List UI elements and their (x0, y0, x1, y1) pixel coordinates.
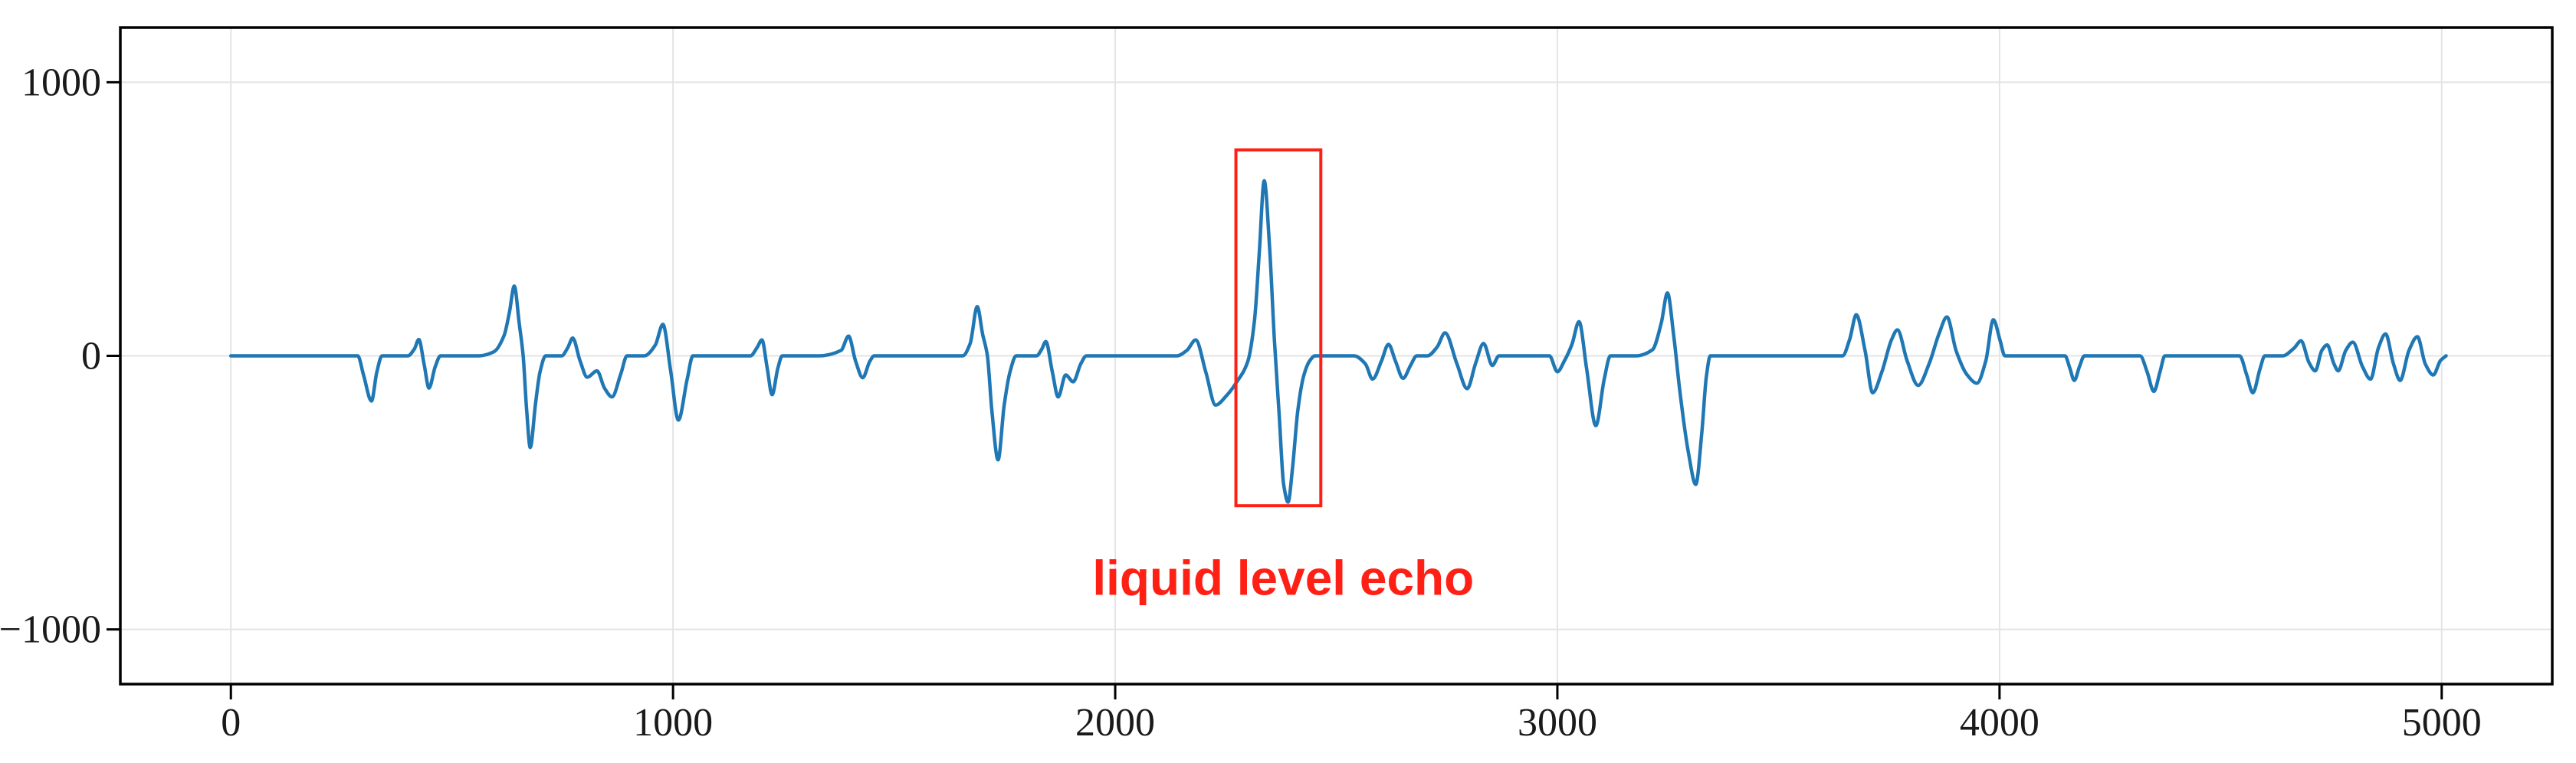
x-tick-label: 5000 (2402, 701, 2482, 745)
x-tick-labels: 0 1000 2000 3000 4000 5000 (221, 701, 2482, 745)
y-tick-label: 1000 (21, 61, 101, 104)
x-tick-label: 2000 (1075, 701, 1155, 745)
gridlines (120, 28, 2552, 684)
axes: 0 1000 2000 3000 4000 5000 −1000 0 1000 (0, 26, 2554, 745)
annotation-box (1234, 148, 1323, 508)
signal-line (228, 178, 2448, 504)
x-tick-label: 3000 (1518, 701, 1597, 745)
y-tick-label: −1000 (0, 608, 101, 652)
x-tick-label: 1000 (633, 701, 713, 745)
annotation-layer: liquid level echo (1092, 148, 1474, 606)
x-tick-label: 0 (221, 701, 241, 745)
y-tick-label: 0 (81, 335, 101, 378)
tick-marks (107, 80, 2443, 699)
x-tick-label: 4000 (1960, 701, 2039, 745)
y-tick-labels: −1000 0 1000 (0, 61, 101, 651)
annotation-label: liquid level echo (1092, 551, 1474, 606)
signal-trace (228, 178, 2448, 504)
